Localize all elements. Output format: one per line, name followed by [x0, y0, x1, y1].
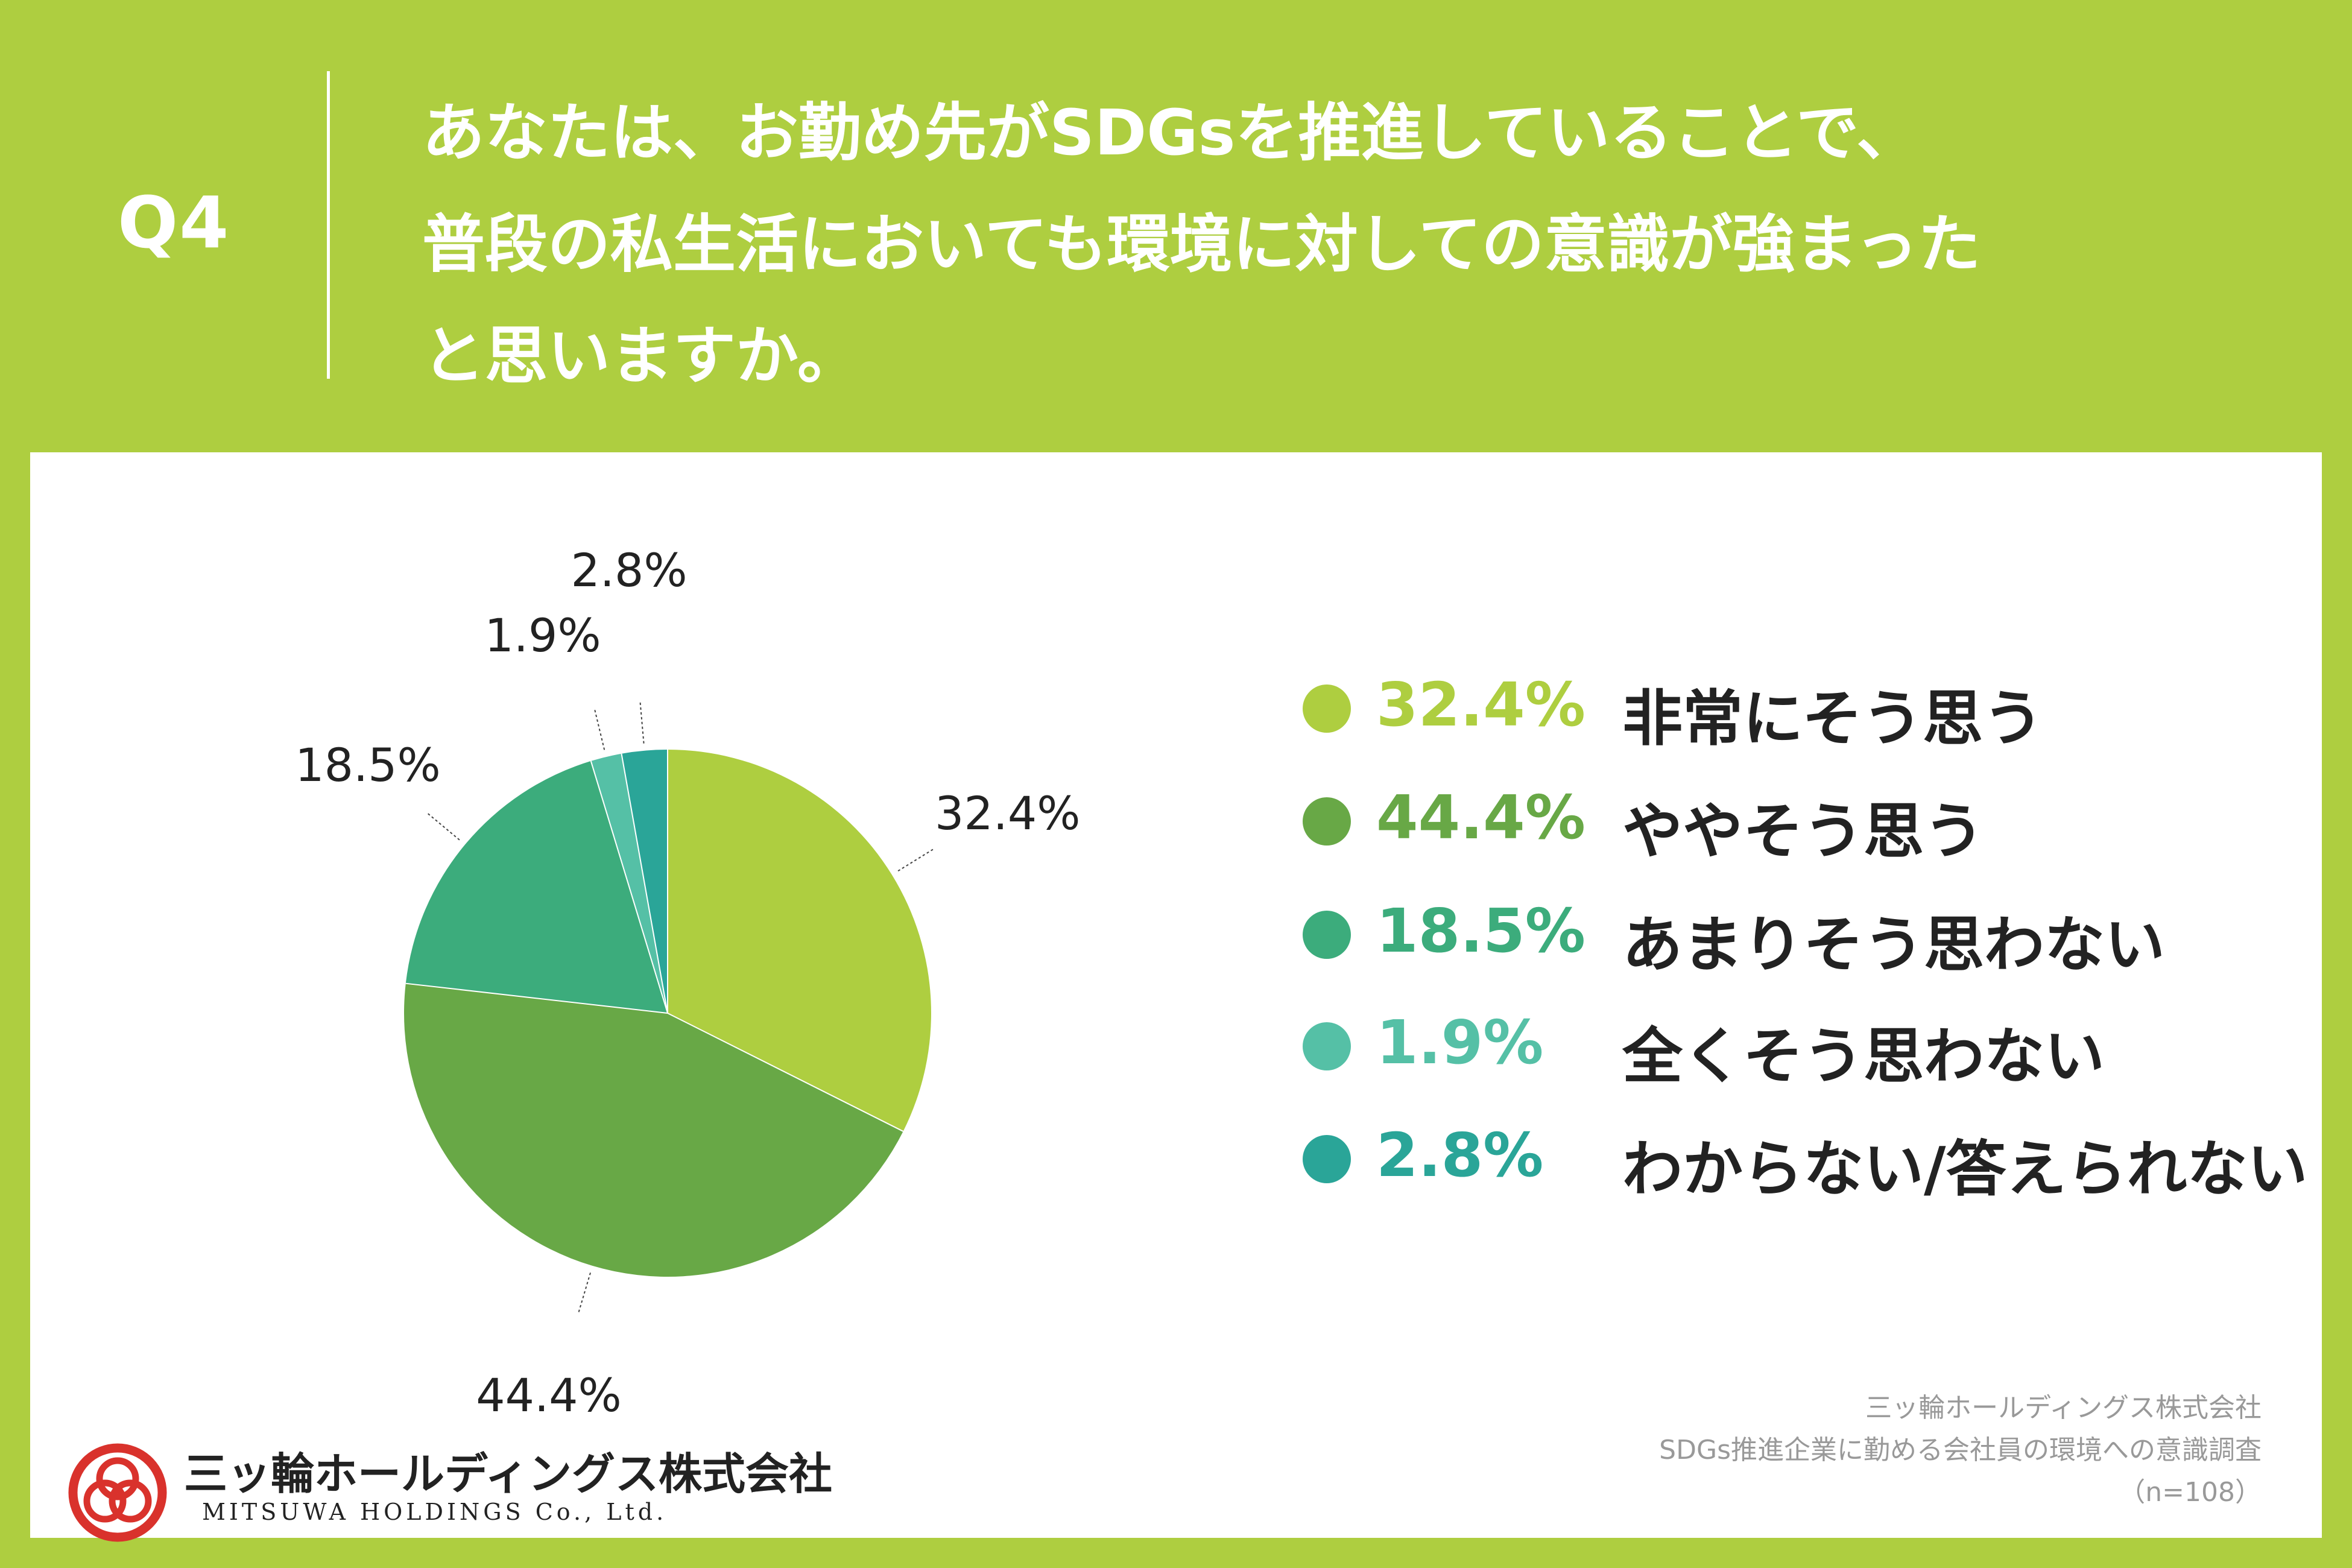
- logo-name-jp: 三ッ輪ホールディングス株式会社: [184, 1448, 832, 1499]
- chart-panel: 32.4% 44.4% 18.5% 1.9% 2.8% 32.4% 非常にそう思う 44.4…: [30, 452, 2322, 1542]
- legend-label: 非常にそう思う: [1622, 683, 2043, 754]
- pie-slice-somewhat-agree: [404, 983, 903, 1277]
- data-label-somewhat-disagree: 18.5%: [295, 738, 440, 792]
- source-survey: SDGs推進企業に勤める会社員の環境への意識調査: [1659, 1435, 2262, 1465]
- legend-label: わからない/答えられない: [1622, 1134, 2308, 1204]
- source-company: 三ッ輪ホールディングス株式会社: [1865, 1393, 2262, 1423]
- source-sample: （n=108）: [2119, 1477, 2262, 1508]
- legend-value: 44.4%: [1376, 782, 1585, 853]
- pie-slice-somewhat-disagree: [405, 760, 668, 1013]
- question-number: Q4: [118, 181, 230, 264]
- legend-swatch: [1303, 684, 1351, 733]
- leader-line-somewhat-agree: [578, 1272, 591, 1312]
- source-note: 三ッ輪ホールディングス株式会社 SDGs推進企業に勤める会社員の環境への意識調査…: [1659, 1387, 2262, 1514]
- legend-value: 2.8%: [1376, 1120, 1544, 1190]
- question-line: あなたは、お勤め先がSDGsを推進していることで、: [422, 96, 1920, 169]
- slice-separator: [590, 760, 668, 1014]
- legend-swatch: [1303, 1135, 1351, 1183]
- slice-separator: [621, 753, 668, 1014]
- question-line: と思いますか。: [422, 319, 860, 393]
- pie-chart: 32.4% 44.4% 18.5% 1.9% 2.8%: [295, 543, 1080, 1422]
- header: Q4 あなたは、お勤め先がSDGsを推進していることで、 普段の私生活においても…: [0, 0, 2352, 449]
- mitsuwa-logo-icon: [68, 1443, 167, 1542]
- data-label-strongly-agree: 32.4%: [935, 786, 1080, 840]
- leader-line-strongly-agree: [897, 849, 934, 872]
- data-label-dont-know: 2.8%: [571, 543, 687, 597]
- header-divider: [327, 71, 330, 379]
- data-label-strongly-disagree: 1.9%: [484, 609, 601, 662]
- leader-line-dont-know: [639, 702, 645, 744]
- legend-swatch: [1303, 911, 1351, 959]
- pie-slice-strongly-agree: [668, 750, 931, 1131]
- legend-swatch: [1303, 797, 1351, 846]
- leader-line-strongly-disagree: [594, 710, 605, 750]
- legend-value: 18.5%: [1376, 896, 1585, 966]
- question-text: あなたは、お勤め先がSDGsを推進していることで、 普段の私生活においても環境に…: [422, 77, 2292, 412]
- leader-line-somewhat-disagree: [428, 813, 460, 841]
- legend-label: あまりそう思わない: [1622, 909, 2165, 980]
- legend-swatch: [1303, 1022, 1351, 1070]
- legend-value: 1.9%: [1376, 1007, 1544, 1078]
- slice-separator: [667, 1013, 904, 1132]
- legend-value: 32.4%: [1376, 669, 1585, 740]
- legend-label: ややそう思う: [1622, 796, 1984, 867]
- slice-separator: [405, 982, 668, 1014]
- legend-label: 全くそう思わない: [1622, 1021, 2105, 1092]
- data-label-somewhat-agree: 44.4%: [476, 1368, 621, 1422]
- logo-name-en: MITSUWA HOLDINGS Co., Ltd.: [202, 1499, 668, 1525]
- question-line: 普段の私生活においても環境に対しての意識が強まった: [422, 207, 1981, 281]
